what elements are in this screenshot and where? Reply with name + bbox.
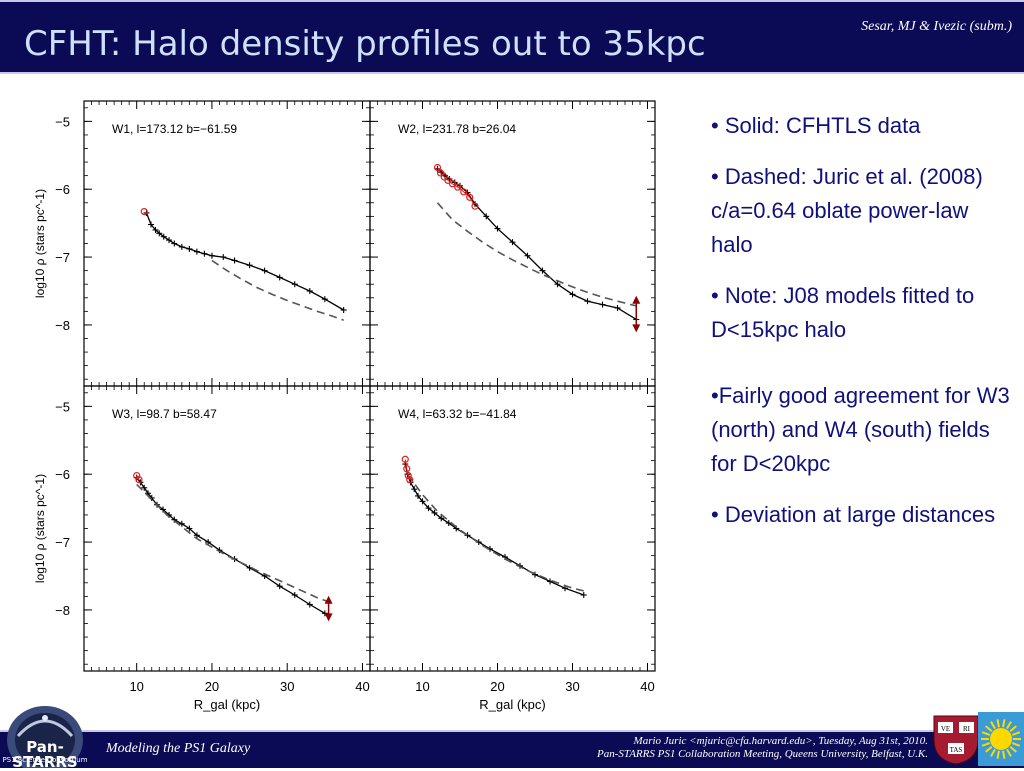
sun-logo-icon [978,712,1024,766]
shield-letters: TAS [950,746,963,754]
x-tick-label: 20 [205,679,219,694]
highlight-point [436,169,445,177]
bullet-list: • Solid: CFHTLS data • Dashed: Juric et … [711,109,1011,532]
y-axis-label: log10 ρ (stars pc^-1) [33,474,47,583]
footer-title: Modeling the PS1 Galaxy [106,741,251,756]
sun-ray [1006,748,1012,757]
y-axis-label: log10 ρ (stars pc^-1) [33,189,47,298]
sun-ray [1006,721,1012,730]
x-tick-label: 10 [415,679,429,694]
sun-ray [990,748,996,757]
y-tick-label: −6 [55,182,70,197]
highlight-point [448,180,457,188]
panel-1: −5 −6 −7 −8 log10 ρ (stars pc^-1) W1, l=173.1… [33,100,371,387]
logo-subtitle: PS1 Science Consortium [2,756,88,764]
panel-label: W2, l=231.78 b=26.04 [398,122,516,136]
sun-ray [981,731,991,736]
y-tick-label: −5 [55,399,70,414]
slide-footer: Modeling the PS1 Galaxy Mario Juric <mju… [0,730,1024,768]
highlight-point [406,476,414,484]
y-tick-label: −7 [55,535,70,550]
arrow-head-up [632,295,641,304]
slide-title: CFHT: Halo density profiles out to 35kpc [24,24,706,64]
panel-2: W2, l=231.78 b=26.04 [369,100,656,387]
arrow-head-down [324,613,333,622]
panel-label: W4, l=63.32 b=−41.84 [398,407,517,421]
model-line [136,483,329,603]
y-tick-label: −6 [55,467,70,482]
x-axis-label: R_gal (kpc) [194,697,260,712]
panel-4: 10 20 30 40 R_gal (kpc) W4, l=63.32 b=−41.84 [369,385,656,712]
x-tick-label: 40 [640,679,654,694]
x-tick-label: 30 [280,679,294,694]
panel-3: −5 −6 −7 −8 log10 ρ (stars pc^-1) 10 20 30 40 R_g… [33,385,371,712]
highlight-line [136,475,140,480]
sun-ray [996,719,1000,728]
footer-credits-line1: Mario Juric <mjuric@cfa.harvard.edu>, Tu… [633,735,928,747]
sun-ray [985,725,993,733]
y-tick-label: −7 [55,250,70,265]
highlight-point [140,208,148,216]
model-line [211,259,344,321]
sun-ray [985,745,993,753]
sun-ray [1009,725,1017,733]
logo-title: Pan-STARRS [12,738,78,771]
panel-frame [369,385,656,672]
arrow-head-up [324,595,333,604]
bullet-note: • Note: J08 models fitted to D<15kpc hal… [711,283,975,342]
highlight-point [466,193,474,201]
harvard-shield-icon: VE RI TAS [933,715,979,765]
highlight-point [404,471,412,480]
highlight-point [454,183,462,191]
highlight-point [433,163,442,172]
x-tick-label: 10 [129,679,143,694]
data-line [145,212,345,311]
highlight-point [471,202,479,210]
y-tick-label: −8 [55,603,70,618]
sun-ray [1002,750,1006,759]
sun-ray [1002,719,1006,728]
x-axis-label: R_gal (kpc) [479,697,545,712]
arrow-head-down [632,324,641,333]
footer-credits: Mario Juric <mjuric@cfa.harvard.edu>, Tu… [597,735,928,761]
panel-label: W1, l=173.12 b=−61.59 [112,122,237,136]
citation: Sesar, MJ & Ivezic (subm.) [861,19,1012,34]
highlight-point [403,465,411,473]
panel-frame [83,385,371,672]
shield-letters: VE [941,725,950,733]
header-bottom-rule [0,72,1024,74]
slide-header: CFHT: Halo density profiles out to 35kpc… [0,0,1024,74]
highlight-point [444,176,452,184]
data-line [404,463,585,596]
bullet-dashed: • Dashed: Juric et al. (2008) c/a=0.64 o… [711,164,983,257]
sun-ray [996,750,1000,759]
model-line [436,202,637,307]
data-line [136,477,326,614]
x-tick-label: 40 [355,679,369,694]
model-line [406,473,584,592]
sun-ray [1009,745,1017,753]
highlight-point [460,188,468,196]
y-tick-label: −8 [55,318,70,333]
sun-ray [990,721,996,730]
header-top-rule [0,0,1024,2]
highlight-point [135,476,143,484]
x-tick-label: 20 [490,679,504,694]
pan-starrs-logo-icon [7,706,83,768]
footer-credits-line2: Pan-STARRS PS1 Collaboration Meeting, Qu… [597,748,928,760]
panel-frame [83,100,371,387]
density-profile-figure: −5 −6 −7 −8 log10 ρ (stars pc^-1) W1, l=173.1… [33,100,656,712]
panel-label: W3, l=98.7 b=58.47 [112,407,217,421]
y-tick-label: −5 [55,114,70,129]
sun-ray [1011,731,1021,736]
x-tick-label: 30 [565,679,579,694]
bullet-solid: • Solid: CFHTLS data [711,113,921,138]
footer-rule [0,730,1024,732]
shield-letters: RI [963,725,971,733]
bullet-deviation: • Deviation at large distances [711,502,996,527]
bullet-agreement: •Fairly good agreement for W3 (north) an… [711,383,1010,476]
highlight-point [401,455,409,463]
sun-ray [1011,742,1021,747]
sun-ray [981,742,991,747]
